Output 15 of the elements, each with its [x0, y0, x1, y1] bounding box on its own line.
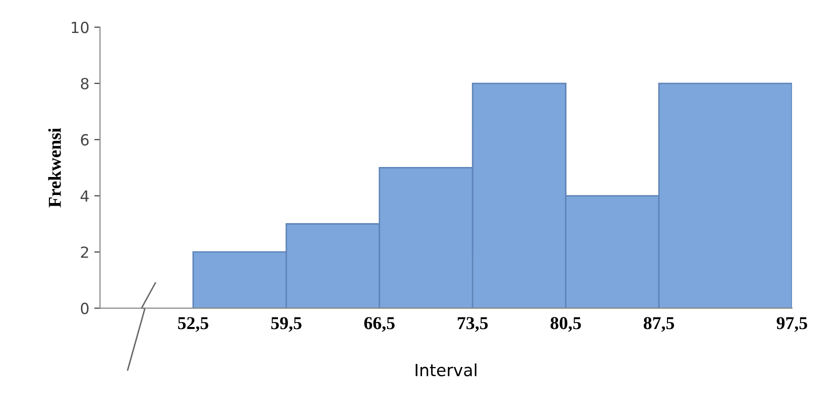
y-tick-label: 10	[72, 22, 89, 34]
x-tick-label: 59,5	[271, 317, 302, 332]
y-tick-label: 4	[80, 190, 89, 202]
y-tick-label: 6	[80, 134, 89, 146]
y-axis-title: Frekwensi	[48, 128, 61, 208]
x-tick-label: 97,5	[776, 317, 808, 332]
x-tick-label: 80,5	[550, 317, 581, 332]
x-tick-label: 52,5	[178, 317, 208, 332]
y-tick-label: 8	[80, 78, 89, 90]
x-tick-label: 66,5	[364, 317, 395, 332]
y-tick-label: 0	[80, 302, 89, 314]
x-tick-label: 73,5	[458, 317, 488, 332]
x-axis-title: Interval	[416, 363, 476, 376]
y-tick-label: 2	[80, 246, 88, 258]
x-tick-label: 87,5	[644, 317, 674, 332]
